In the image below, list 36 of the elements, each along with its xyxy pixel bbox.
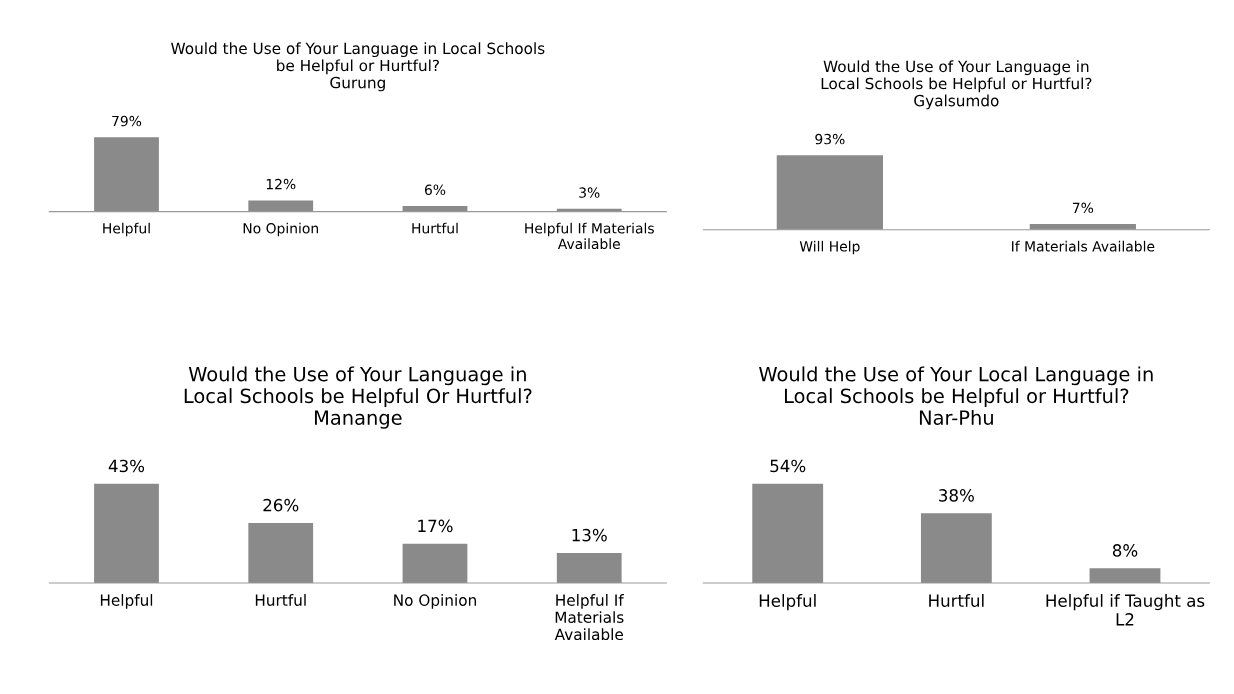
data-label: 79% [112,115,142,127]
x-tick-label: Helpful if Taught as L2 [1046,594,1205,626]
data-label: 6% [424,184,446,195]
chart-title: Would the Use of Your Language in Local Schools be Helpful or Hurtful? Gyalsumdo [821,60,1092,110]
bar [94,483,159,583]
x-tick-label: Helpful [100,594,153,609]
data-label: 54% [770,459,806,473]
data-label: 93% [815,133,845,145]
bar [94,137,159,212]
x-tick-label: Hurtful [412,222,458,234]
data-label: 3% [579,187,600,198]
data-label: 17% [418,519,453,533]
x-tick-label: If Materials Available [1012,240,1155,252]
bar [248,523,314,583]
chart-title: Would the Use of Your Local Language in Local Schools be Helpful or Hurtful? Nar-Phu [759,366,1153,425]
x-tick-label: Helpful [103,222,150,237]
x-tick-label: Helpful [759,594,816,611]
x-tick-label: Hurtful [929,594,984,607]
x-tick-label: No Opinion [394,594,476,609]
data-label: 13% [572,528,607,542]
bar [556,552,622,583]
chart-title: Would the Use of Your Language in Local Schools be Helpful Or Hurtful? Manange [184,366,532,429]
x-tick-label: Hurtful [255,594,306,606]
bar [248,200,314,212]
data-label: 7% [1072,202,1094,214]
data-label: 26% [263,498,299,512]
bar [402,543,468,583]
data-label: 12% [266,178,296,190]
data-label: 43% [108,459,145,473]
x-tick-label: Helpful If Materials Available [554,594,624,641]
x-tick-label: Helpful If Materials Available [525,222,654,250]
data-label: 8% [1112,544,1138,557]
data-label: 38% [939,489,974,502]
x-tick-label: No Opinion [243,222,318,237]
chart-title: Would the Use of Your Language in Local Schools be Helpful or Hurtful? Gurung [171,42,545,92]
x-tick-label: Will Help [799,240,860,255]
